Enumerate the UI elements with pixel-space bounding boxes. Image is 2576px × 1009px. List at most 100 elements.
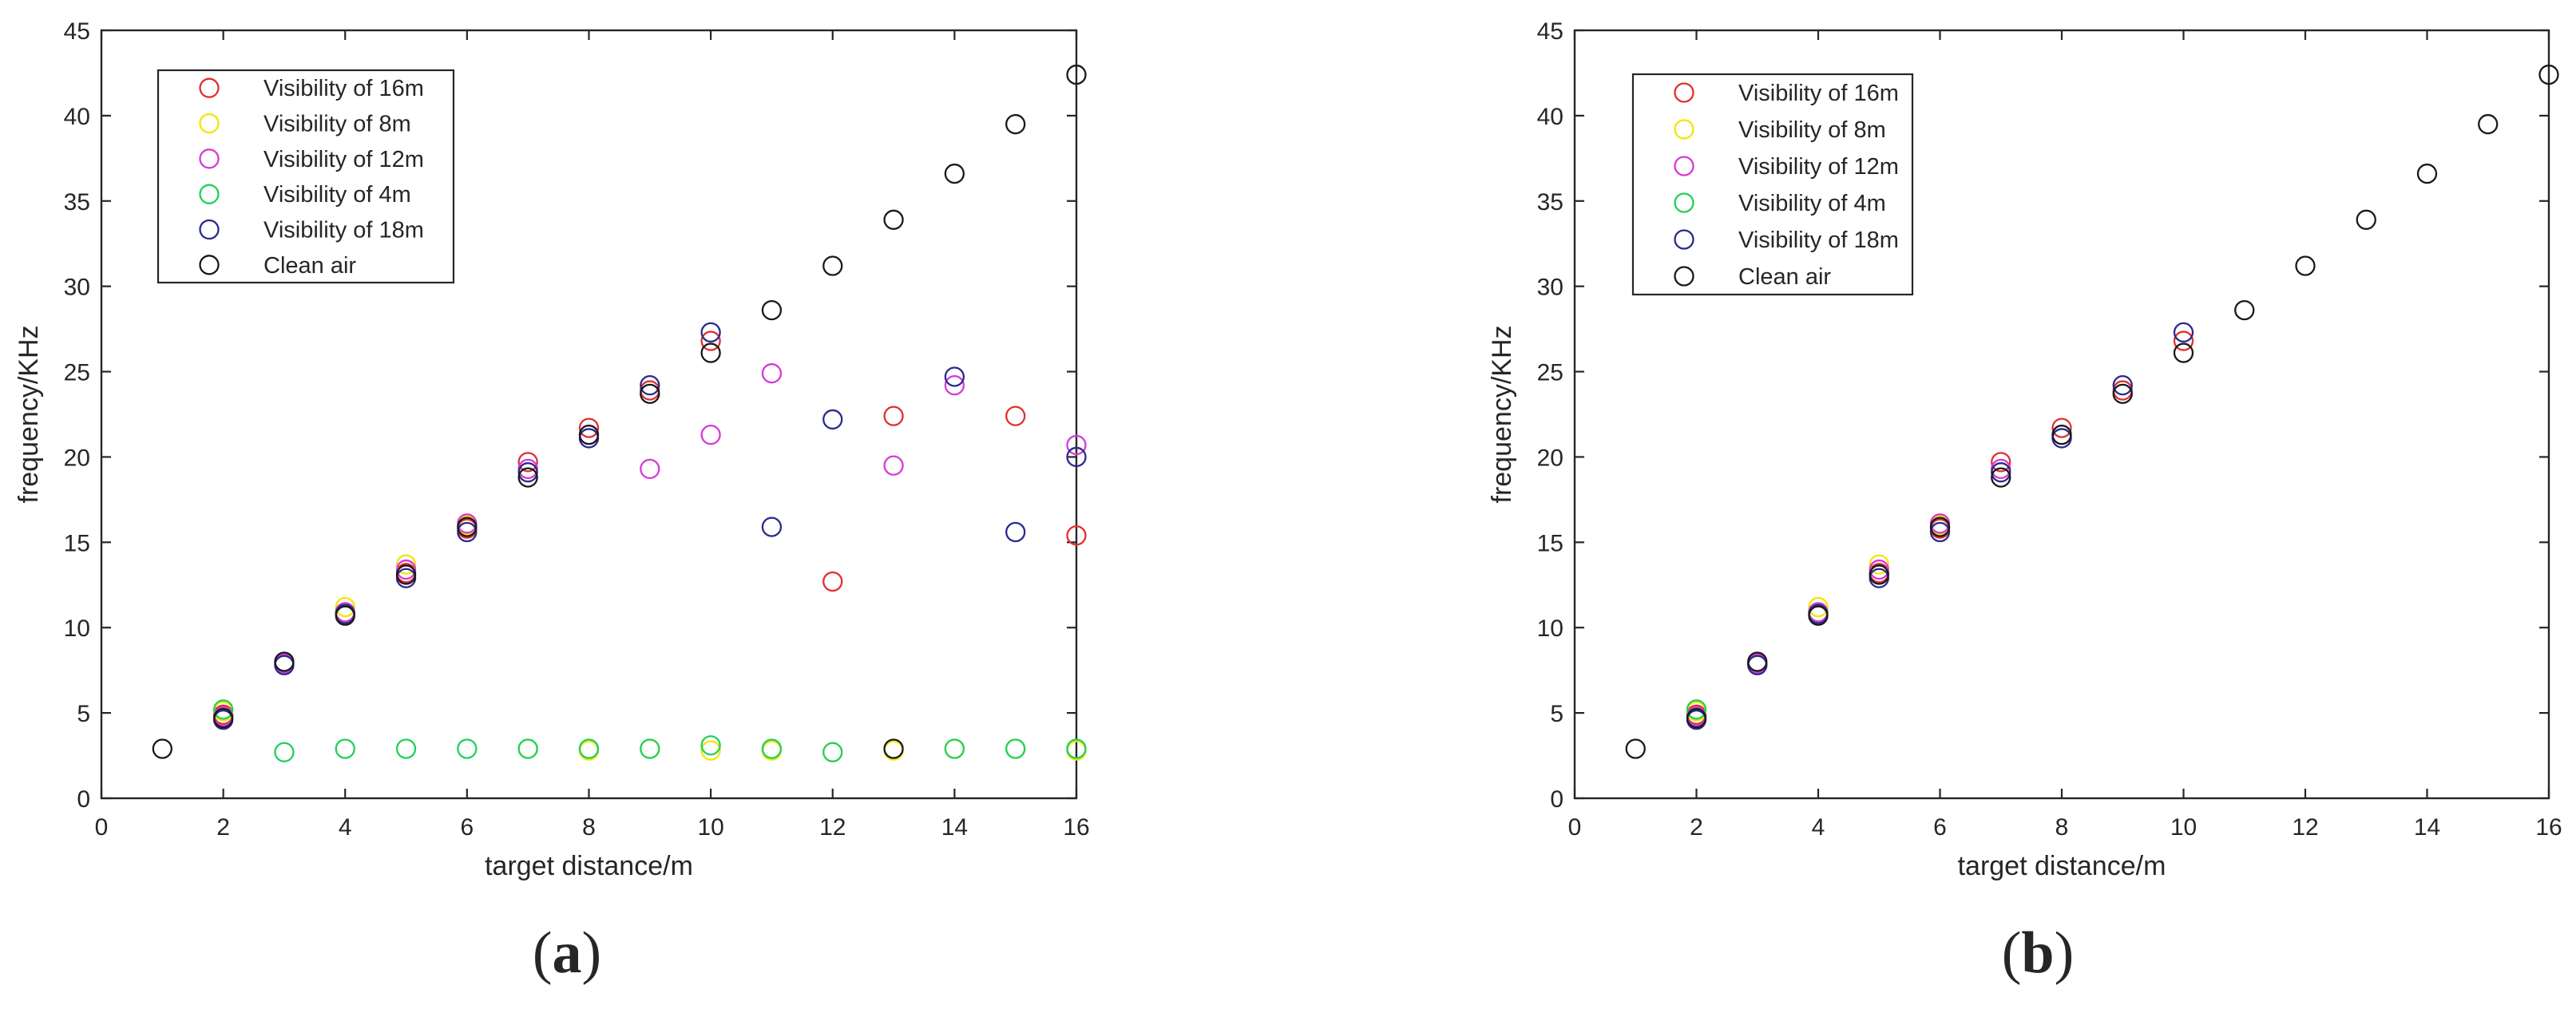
data-point (517, 452, 538, 473)
series-visibility-of-8m (1686, 515, 1951, 722)
panel-label: (b) (2002, 920, 2074, 986)
data-point (517, 462, 538, 483)
data-point (1066, 64, 1087, 85)
data-point (700, 342, 721, 363)
data-point (822, 255, 843, 276)
data-point (395, 559, 417, 580)
data-point (761, 740, 783, 761)
legend-marker (199, 113, 220, 134)
y-axis-label: frequency/KHz (14, 326, 44, 504)
data-point (1005, 406, 1026, 426)
data-point (1929, 521, 1951, 543)
data-point (944, 375, 965, 396)
data-point (1066, 446, 1087, 468)
data-point (1066, 738, 1087, 759)
y-tick-label: 35 (1537, 189, 1563, 216)
legend-label: Visibility of 16m (264, 76, 424, 101)
x-tick-label: 8 (2055, 814, 2069, 841)
legend-marker (1674, 266, 1694, 287)
data-point (1869, 554, 1889, 575)
data-point (212, 699, 234, 720)
data-point (517, 467, 538, 488)
data-point (761, 516, 783, 537)
data-point (761, 738, 783, 759)
data-point (1991, 452, 2011, 473)
data-point (640, 375, 660, 396)
data-point (700, 330, 721, 351)
data-point (1991, 467, 2011, 488)
data-point (822, 409, 843, 430)
data-point (457, 516, 478, 537)
x-tick-label: 4 (339, 814, 352, 841)
legend-marker (1674, 192, 1694, 213)
data-point (2051, 417, 2072, 438)
data-point (2112, 375, 2133, 396)
data-point (1869, 559, 1889, 580)
legend-box (1631, 73, 1914, 296)
series-visibility-of-8m (212, 515, 1087, 762)
data-point (2112, 383, 2133, 404)
data-point (1686, 707, 1707, 729)
x-axis-label: target distance/m (485, 851, 693, 881)
y-tick-label: 45 (1537, 18, 1563, 45)
x-tick-label: 0 (1568, 814, 1582, 841)
data-point (152, 738, 172, 759)
data-point (457, 521, 478, 543)
data-point (1747, 651, 1768, 672)
legend-label: Visibility of 4m (1738, 191, 1886, 216)
legend-box (157, 69, 455, 284)
y-tick-label: 30 (1537, 275, 1563, 301)
series-visibility-of-12m (212, 363, 1087, 727)
data-point (1005, 113, 1026, 135)
y-tick-label: 10 (1537, 615, 1563, 642)
data-point (395, 564, 417, 585)
data-point (640, 383, 660, 404)
data-point (335, 596, 355, 618)
data-point (1005, 521, 1026, 543)
data-point (2538, 64, 2559, 85)
series-clean-air (152, 64, 1087, 759)
data-point (2173, 330, 2194, 351)
legend-label: Clean air (264, 253, 356, 279)
y-tick-label: 15 (64, 530, 90, 556)
x-tick-label: 16 (2535, 814, 2562, 841)
y-tick-label: 20 (1537, 445, 1563, 471)
y-tick-label: 35 (64, 189, 90, 216)
data-point (761, 363, 783, 384)
series-clean-air (1625, 64, 2559, 759)
data-point (274, 651, 295, 672)
data-point (578, 738, 600, 759)
data-point (2173, 342, 2194, 363)
data-point (578, 425, 600, 445)
data-point (640, 458, 660, 480)
y-axis-label: frequency/KHz (1487, 326, 1517, 504)
legend-marker (199, 219, 220, 240)
data-point (2478, 113, 2499, 135)
data-point (700, 740, 721, 761)
series-visibility-of-4m (1686, 699, 1707, 720)
y-tick-label: 25 (1537, 360, 1563, 386)
y-tick-label: 5 (77, 701, 90, 727)
legend-label: Visibility of 18m (1738, 228, 1899, 253)
data-point (640, 738, 660, 759)
legend-label: Visibility of 12m (264, 147, 424, 172)
y-tick-label: 10 (64, 615, 90, 642)
data-point (1869, 564, 1889, 585)
data-point (517, 738, 538, 759)
legend-marker (1674, 156, 1694, 176)
panel-label: (a) (533, 920, 601, 986)
legend-marker (1674, 82, 1694, 103)
data-point (822, 571, 843, 592)
data-point (1747, 653, 1768, 674)
data-point (883, 406, 904, 426)
data-point (395, 554, 417, 575)
x-tick-label: 14 (941, 814, 968, 841)
legend: Visibility of 16m Visibility of 8m Visibil… (157, 69, 455, 284)
y-tick-label: 0 (77, 786, 90, 813)
legend-label: Visibility of 8m (264, 112, 411, 137)
y-tick-label: 15 (1537, 530, 1563, 556)
x-tick-label: 6 (461, 814, 474, 841)
y-tick-label: 45 (64, 18, 90, 45)
chart-panel-a: 0 2 4 6 8 10 12 14 16 0 5 10 15 20 25 30 35 40 45 target di… (14, 18, 1090, 986)
y-tick-label: 5 (1550, 701, 1563, 727)
